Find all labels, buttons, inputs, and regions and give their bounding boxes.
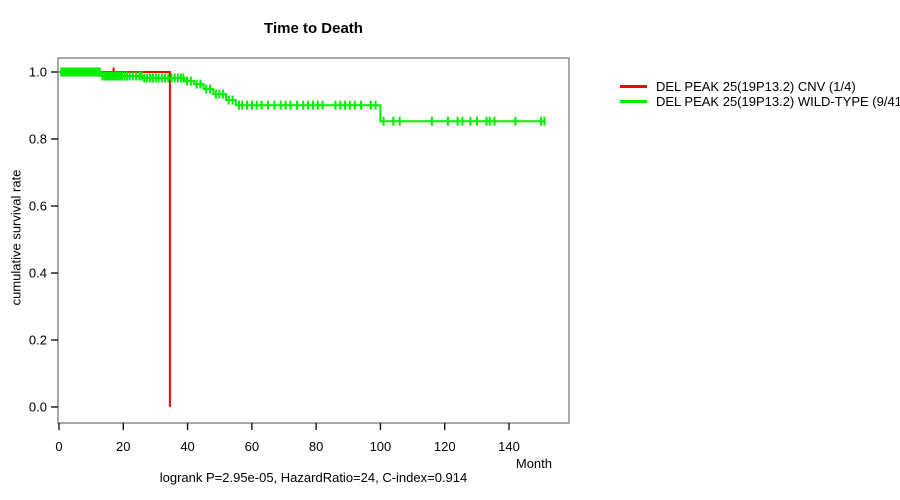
chart-title: Time to Death [264, 20, 363, 37]
x-tick-label: 60 [245, 439, 259, 454]
wild-type-line-swatch-icon [620, 100, 647, 103]
km-curve-1 [59, 71, 545, 123]
x-axis-label: Month [515, 456, 552, 471]
y-tick-label: 0.0 [29, 400, 47, 415]
x-tick-label: 120 [434, 439, 456, 454]
x-tick-label: 140 [498, 439, 520, 454]
y-tick-label: 0.4 [29, 266, 47, 281]
y-tick-label: 0.8 [29, 132, 47, 147]
legend-item-wild-type: DEL PEAK 25(19P13.2) WILD-TYPE (9/412) [620, 94, 900, 109]
statistics-annotation: logrank P=2.95e-05, HazardRatio=24, C-in… [159, 470, 468, 485]
x-tick-label: 80 [309, 439, 323, 454]
km-curve-0 [59, 71, 171, 407]
x-tick-label: 100 [370, 439, 392, 454]
y-tick-label: 0.2 [29, 333, 47, 348]
plot-frame [57, 57, 570, 424]
legend: DEL PEAK 25(19P13.2) CNV (1/4) DEL PEAK … [620, 79, 900, 109]
y-axis-label: cumulative survival rate [8, 169, 24, 306]
cnv-line-swatch-icon [620, 85, 647, 88]
legend-label-wild-type: DEL PEAK 25(19P13.2) WILD-TYPE (9/412) [656, 94, 900, 109]
x-tick-label: 0 [55, 439, 62, 454]
y-tick-label: 0.6 [29, 199, 47, 214]
y-tick-label: 1.0 [29, 65, 47, 80]
x-tick-label: 20 [116, 439, 130, 454]
legend-item-cnv: DEL PEAK 25(19P13.2) CNV (1/4) [620, 79, 900, 94]
x-tick-label: 40 [180, 439, 194, 454]
legend-label-cnv: DEL PEAK 25(19P13.2) CNV (1/4) [656, 79, 856, 94]
